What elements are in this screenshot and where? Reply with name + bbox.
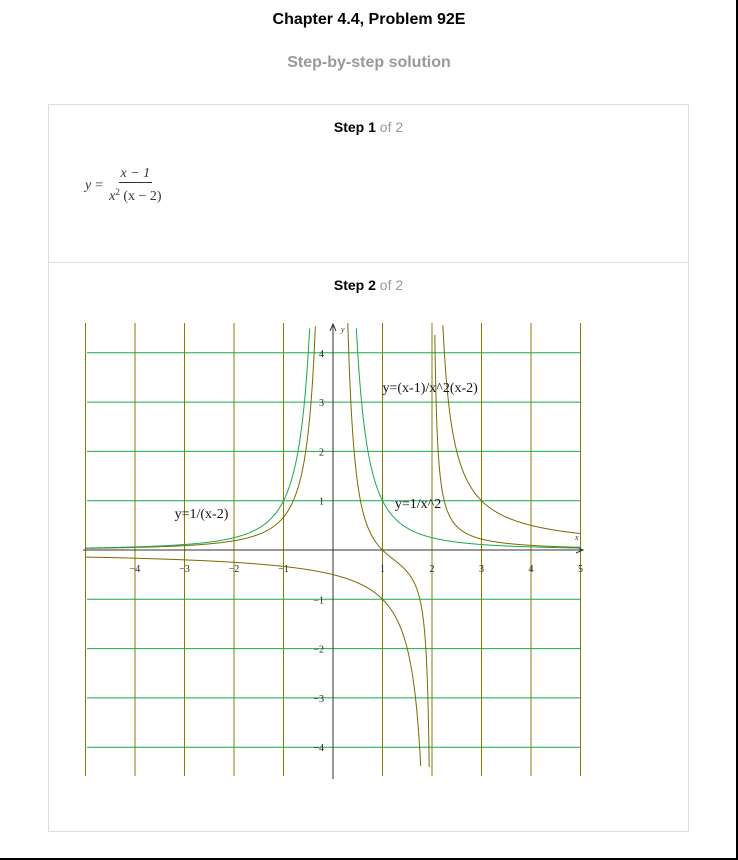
curve-annotation: y=1/(x-2) — [175, 507, 229, 522]
curve-reciprocal-shift — [85, 556, 422, 766]
y-tick-label: 4 — [319, 349, 324, 360]
curve-rational — [434, 334, 581, 548]
y-axis-arrow — [329, 322, 337, 332]
x-tick-label: 5 — [578, 564, 583, 575]
x-tick-label: −2 — [229, 564, 240, 575]
x-axis-label: x — [574, 533, 579, 542]
formula-denominator: x2 (x − 2) — [109, 187, 162, 204]
y-tick-label: −4 — [313, 743, 324, 754]
step-2-label: Step 2 — [333, 277, 376, 293]
step-divider — [49, 262, 688, 263]
y-tick-label: 3 — [319, 398, 324, 409]
curve-reciprocal-shift — [442, 325, 581, 535]
x-tick-label: −3 — [179, 564, 190, 575]
curve-inverse-square — [85, 328, 311, 549]
formula-numerator: x − 1 — [118, 166, 153, 183]
curve-annotation: y=(x-1)/x^2(x-2) — [383, 381, 479, 396]
x-tick-label: 2 — [430, 564, 435, 575]
curve-inverse-square — [355, 328, 581, 549]
formula-equals: = — [95, 177, 104, 193]
x-tick-label: 3 — [479, 564, 484, 575]
steps-panel: Step 1 of 2 y = x − 1 x2 (x − 2) Step 2 … — [48, 104, 689, 832]
page-title: Chapter 4.4, Problem 92E — [272, 11, 466, 28]
step-1-total: of 2 — [379, 119, 404, 135]
y-tick-label: −2 — [313, 645, 324, 656]
y-tick-label: 2 — [319, 447, 324, 458]
x-tick-label: −1 — [278, 564, 289, 575]
step-2-total: of 2 — [379, 277, 404, 293]
step-2-heading: Step 2 of 2 — [49, 277, 688, 293]
formula-lhs: y — [85, 177, 92, 193]
y-tick-label: 1 — [319, 497, 324, 508]
solution-subtitle: Step-by-step solution — [287, 54, 451, 71]
step-1-formula: y = x − 1 x2 (x − 2) — [85, 165, 164, 206]
function-graph: x y −4 −3 −2 −1 1 2 3 4 5 −4 −3 −2 −1 1 2 3 4 y=(x-1)/x^2(x… — [83, 322, 585, 779]
x-tick-label: 4 — [529, 564, 534, 575]
step-1-label: Step 1 — [333, 119, 376, 135]
y-axis-label: y — [340, 325, 345, 334]
y-tick-label: −3 — [313, 694, 324, 705]
x-tick-label: −4 — [130, 564, 141, 575]
step-1-heading: Step 1 of 2 — [49, 119, 688, 135]
curve-rational — [347, 323, 430, 768]
curve-annotation: y=1/x^2 — [395, 497, 441, 512]
formula-fraction: x − 1 x2 (x − 2) — [107, 165, 163, 206]
x-tick-label: 1 — [380, 564, 385, 575]
y-tick-label: −1 — [313, 595, 324, 606]
